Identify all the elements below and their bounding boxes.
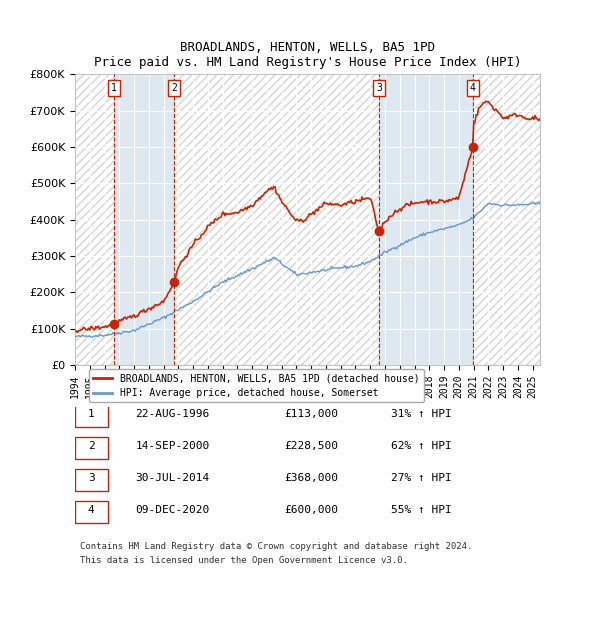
Text: 3: 3 xyxy=(376,83,382,93)
Text: 27% ↑ HPI: 27% ↑ HPI xyxy=(391,472,452,483)
Bar xyxy=(174,74,379,365)
FancyBboxPatch shape xyxy=(75,437,107,459)
Text: £368,000: £368,000 xyxy=(284,472,338,483)
Text: 22-AUG-1996: 22-AUG-1996 xyxy=(136,409,210,419)
Text: 1: 1 xyxy=(111,83,117,93)
Bar xyxy=(75,74,114,365)
Text: Contains HM Land Registry data © Crown copyright and database right 2024.: Contains HM Land Registry data © Crown c… xyxy=(80,542,472,551)
Text: 31% ↑ HPI: 31% ↑ HPI xyxy=(391,409,452,419)
Bar xyxy=(75,74,114,365)
Bar xyxy=(473,74,540,365)
Bar xyxy=(379,74,473,365)
Bar xyxy=(174,74,379,365)
Text: 55% ↑ HPI: 55% ↑ HPI xyxy=(391,505,452,515)
FancyBboxPatch shape xyxy=(75,469,107,491)
Text: 4: 4 xyxy=(88,505,95,515)
Title: BROADLANDS, HENTON, WELLS, BA5 1PD
Price paid vs. HM Land Registry's House Price: BROADLANDS, HENTON, WELLS, BA5 1PD Price… xyxy=(94,41,521,69)
Text: 30-JUL-2014: 30-JUL-2014 xyxy=(136,472,210,483)
Text: £600,000: £600,000 xyxy=(284,505,338,515)
Bar xyxy=(114,74,174,365)
FancyBboxPatch shape xyxy=(75,405,107,427)
Text: £228,500: £228,500 xyxy=(284,441,338,451)
Text: 2: 2 xyxy=(171,83,177,93)
Text: 62% ↑ HPI: 62% ↑ HPI xyxy=(391,441,452,451)
Legend: BROADLANDS, HENTON, WELLS, BA5 1PD (detached house), HPI: Average price, detache: BROADLANDS, HENTON, WELLS, BA5 1PD (deta… xyxy=(89,370,424,402)
Text: 09-DEC-2020: 09-DEC-2020 xyxy=(136,505,210,515)
Text: £113,000: £113,000 xyxy=(284,409,338,419)
Text: 14-SEP-2000: 14-SEP-2000 xyxy=(136,441,210,451)
FancyBboxPatch shape xyxy=(75,501,107,523)
Text: 2: 2 xyxy=(88,441,95,451)
Text: 3: 3 xyxy=(88,472,95,483)
Text: 4: 4 xyxy=(470,83,476,93)
Text: 1: 1 xyxy=(88,409,95,419)
Text: This data is licensed under the Open Government Licence v3.0.: This data is licensed under the Open Gov… xyxy=(80,556,407,565)
Bar xyxy=(473,74,540,365)
